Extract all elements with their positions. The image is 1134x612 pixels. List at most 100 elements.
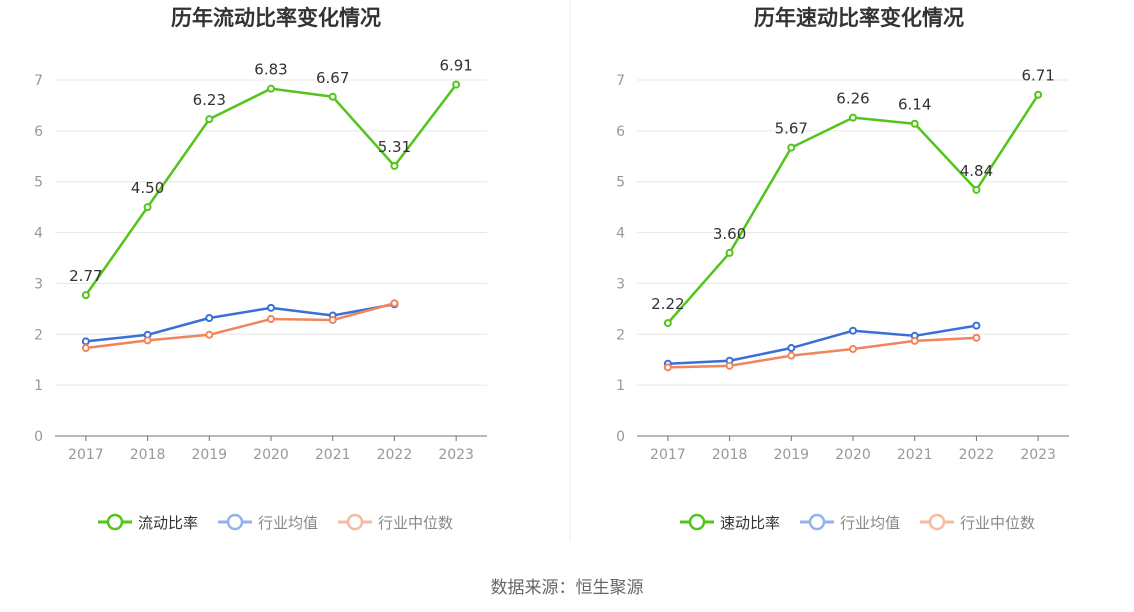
data-point (910, 336, 919, 345)
data-label: 6.71 (1021, 67, 1054, 85)
legend-label: 行业均值 (258, 514, 318, 532)
data-point (787, 143, 796, 152)
y-tick-label: 3 (616, 276, 625, 292)
legend-item-1: 流动比率 (98, 513, 198, 532)
data-point (81, 337, 90, 346)
data-point (81, 344, 90, 353)
legend-marker (928, 513, 946, 531)
y-tick-label: 3 (34, 276, 43, 292)
legend-label: 速动比率 (720, 514, 780, 532)
chart-title: 历年流动比率变化情况 (171, 6, 381, 30)
x-tick-label: 2020 (835, 447, 871, 463)
x-tick-label: 2023 (1020, 447, 1056, 463)
data-label: 3.60 (713, 225, 746, 243)
data-point (267, 84, 275, 93)
legend-marker (226, 513, 244, 531)
data-point (787, 351, 796, 360)
data-point (972, 321, 981, 330)
legend-label: 行业均值 (840, 514, 900, 532)
legend-label: 行业中位数 (378, 514, 453, 532)
data-label: 6.67 (316, 69, 349, 87)
y-tick-label: 0 (34, 429, 43, 445)
y-tick-label: 1 (34, 378, 43, 394)
data-point (972, 185, 981, 194)
y-tick-label: 7 (616, 73, 625, 89)
data-label: 6.26 (836, 90, 869, 108)
series-line-3 (85, 302, 395, 350)
y-tick-label: 1 (616, 378, 625, 394)
y-tick-label: 7 (34, 73, 43, 89)
legend-item-1: 速动比率 (680, 513, 780, 532)
data-point (725, 248, 734, 257)
data-label: 2.77 (69, 267, 102, 285)
data-label: 6.14 (898, 96, 931, 114)
data-point (849, 345, 857, 354)
legend-marker (346, 513, 364, 531)
data-point (787, 344, 796, 353)
data-point (390, 161, 399, 170)
data-label: 6.83 (254, 61, 287, 79)
data-point (910, 119, 919, 128)
data-point (267, 303, 275, 312)
data-point (143, 203, 152, 212)
chart-1: 历年流动比率变化情况 0 1 2 3 4 5 6 7 2017 2018 2019 2020 2021 20… (34, 6, 487, 532)
x-tick-label: 2020 (253, 447, 289, 463)
legend-label: 行业中位数 (960, 514, 1035, 532)
data-label: 2.22 (651, 295, 684, 313)
y-tick-label: 5 (616, 175, 625, 191)
legend-marker (808, 513, 826, 531)
x-tick-label: 2021 (315, 447, 351, 463)
data-point (267, 315, 275, 324)
chart-title: 历年速动比率变化情况 (754, 6, 964, 30)
y-tick-label: 6 (34, 124, 43, 140)
x-tick-label: 2017 (650, 447, 686, 463)
y-tick-label: 2 (34, 327, 43, 343)
x-tick-label: 2019 (773, 447, 809, 463)
data-point (328, 92, 337, 101)
y-tick-label: 5 (34, 175, 43, 191)
x-tick-label: 2023 (438, 447, 474, 463)
data-label: 4.50 (131, 179, 164, 197)
y-tick-label: 6 (616, 124, 625, 140)
series-line-3 (667, 336, 977, 369)
data-point (328, 316, 337, 325)
data-point (81, 291, 90, 300)
legend-item-2: 行业均值 (800, 513, 900, 532)
y-tick-label: 4 (34, 226, 43, 242)
series-line-2 (667, 324, 977, 366)
x-tick-label: 2018 (130, 447, 166, 463)
legend-item-2: 行业均值 (218, 513, 318, 532)
data-point (663, 363, 672, 372)
series-line-2 (85, 303, 395, 343)
data-point (452, 80, 461, 89)
y-tick-label: 4 (616, 226, 625, 242)
data-label: 4.84 (960, 162, 993, 180)
x-tick-label: 2022 (377, 447, 413, 463)
x-tick-label: 2019 (191, 447, 227, 463)
legend-label: 流动比率 (138, 514, 198, 532)
y-tick-label: 2 (616, 327, 625, 343)
data-label: 5.31 (378, 138, 411, 156)
data-point (663, 319, 672, 328)
data-point (849, 113, 857, 122)
data-point (849, 326, 857, 335)
x-tick-label: 2018 (712, 447, 748, 463)
legend-marker (688, 513, 706, 531)
x-tick-label: 2022 (959, 447, 995, 463)
data-point (1034, 90, 1043, 99)
data-point (205, 330, 214, 339)
data-point (390, 299, 399, 308)
x-tick-label: 2021 (897, 447, 933, 463)
data-point (143, 336, 152, 345)
data-point (972, 333, 981, 342)
data-point (205, 314, 214, 323)
series-line-1 (666, 94, 1040, 324)
data-label: 6.23 (193, 91, 226, 109)
chart-2: 历年速动比率变化情况 0 1 2 3 4 5 6 7 2017 2018 2019 2020 2021 20… (616, 6, 1069, 532)
data-label: 6.91 (439, 57, 472, 75)
x-tick-label: 2017 (68, 447, 104, 463)
data-label: 5.67 (775, 120, 808, 138)
y-tick-label: 0 (616, 429, 625, 445)
data-point (725, 361, 734, 370)
